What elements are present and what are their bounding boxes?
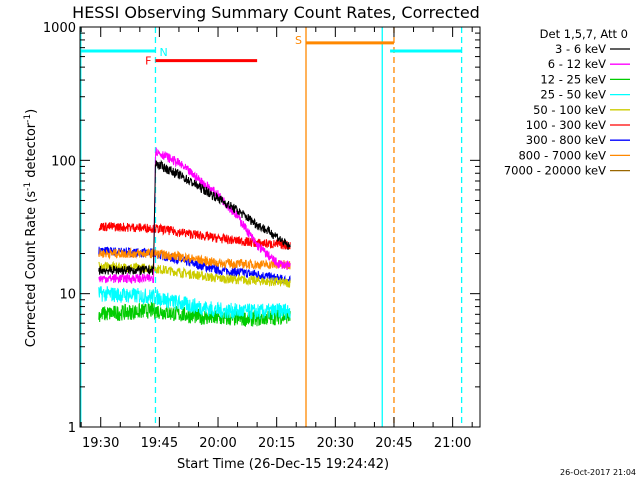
x-axis: 19:30 19:45 20:00 20:15 20:30 20:45 21:00 (80, 27, 473, 451)
series-line-s8 (98, 246, 291, 271)
legend-label: 50 - 100 keV (533, 103, 606, 117)
legend-label: 25 - 50 keV (540, 88, 606, 102)
legend-label: 6 - 12 keV (548, 57, 606, 71)
chart-title: HESSI Observing Summary Count Rates, Cor… (72, 3, 480, 22)
flag-label: N (159, 46, 167, 59)
legend-label: 100 - 300 keV (526, 118, 606, 132)
x-axis-label: Start Time (26-Dec-15 19:24:42) (177, 457, 389, 472)
y-axis-label: Corrected Count Rate (s-1 detector-1) (23, 109, 39, 347)
series-line-s6 (98, 221, 291, 250)
plot-frame (79, 26, 481, 428)
flag-label: S (295, 34, 302, 47)
series-line-s4 (98, 286, 291, 321)
series-line-s2 (98, 147, 291, 285)
plot-area: NF S (80, 27, 463, 427)
series-line-s7 (98, 246, 291, 285)
y-tick-label: 100 (51, 154, 76, 169)
x-tick-label: 20:45 (375, 436, 412, 451)
y-axis: 1 10 100 1000 (43, 21, 480, 436)
series-line-s1 (98, 159, 291, 276)
y-tick-label: 10 (59, 288, 76, 303)
x-tick-label: 20:00 (199, 436, 236, 451)
legend-label: 300 - 800 keV (526, 133, 606, 147)
x-tick-label: 20:15 (258, 436, 295, 451)
series-line-s5 (98, 260, 291, 288)
x-tick-label: 20:30 (317, 436, 354, 451)
y-tick-label: 1 (68, 421, 76, 436)
y-tick-label: 1000 (43, 21, 76, 36)
legend-label: 800 - 7000 keV (518, 148, 606, 162)
timestamp: 26-Oct-2017 21:04 (560, 468, 636, 477)
legend-label: 12 - 25 keV (540, 72, 606, 86)
x-tick-label: 19:30 (82, 436, 119, 451)
legend-label: 3 - 6 keV (555, 42, 606, 56)
x-tick-label: 21:00 (434, 436, 471, 451)
legend-header: Det 1,5,7, Att 0 (540, 27, 628, 41)
legend-label: 7000 - 20000 keV (504, 164, 606, 178)
flag-label: F (145, 55, 151, 68)
x-tick-label: 19:45 (141, 436, 178, 451)
